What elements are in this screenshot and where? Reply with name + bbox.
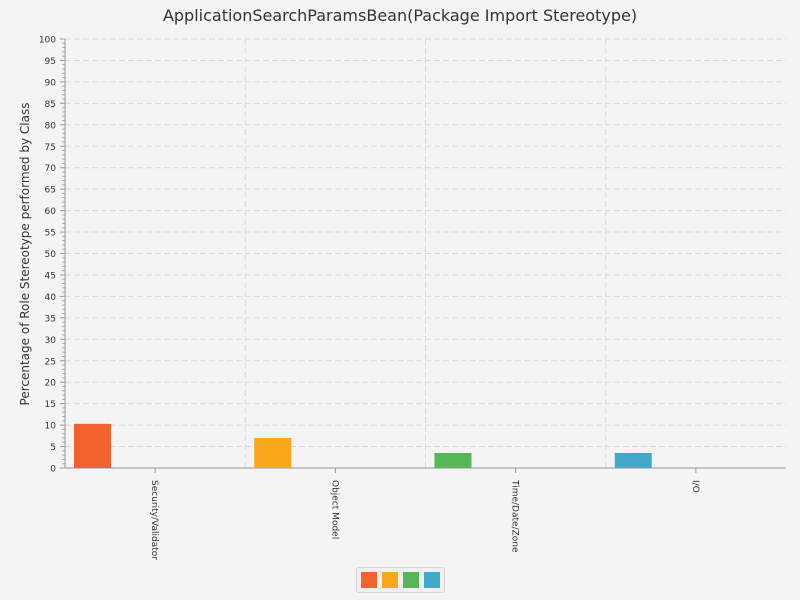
grid-lines [65,38,786,468]
y-tick-label: 80 [45,121,57,131]
bar [434,452,472,468]
y-tick-label: 100 [39,36,56,46]
legend-swatch [382,572,398,588]
bar [614,452,652,468]
y-tick-label: 15 [45,400,56,410]
y-tick-label: 35 [45,314,56,324]
y-tick-label: 90 [45,78,57,88]
y-tick-label: 50 [45,250,57,260]
x-tick-label: Security/Validator [149,480,159,560]
y-tick-label: 25 [45,357,56,367]
legend-swatch [361,572,377,588]
x-tick-label: Object Model [329,480,339,539]
y-tick-label: 20 [45,379,57,389]
tick-labels: 0 5 10 15 20 25 30 35 40 45 50 55 60 65 70 75 80 85 90 95 10… [39,36,700,561]
x-tick-label: I/O [690,480,700,493]
y-tick-label: 60 [45,207,57,217]
y-tick-label: 55 [45,229,56,239]
y-tick-label: 0 [50,465,56,475]
legend-swatch [424,572,440,588]
chart-title: ApplicationSearchParamsBean(Package Impo… [162,6,638,25]
y-tick-label: 40 [45,293,57,303]
legend-swatch [403,572,419,588]
legend [356,567,445,593]
y-axis-label: Percentage of Role Stereotype performed … [18,103,32,406]
y-tick-label: 95 [45,57,56,67]
y-tick-label: 45 [45,271,56,281]
y-tick-label: 75 [45,143,56,153]
y-tick-label: 85 [45,100,56,110]
y-tick-label: 30 [45,336,57,346]
y-tick-label: 5 [50,443,56,453]
y-tick-label: 70 [45,164,57,174]
axes [60,38,786,473]
bars [74,423,652,468]
y-tick-label: 65 [45,186,56,196]
bar [254,437,292,468]
y-tick-label: 10 [45,422,57,432]
x-tick-label: Time/Date/Zone [510,479,520,553]
bar [74,423,111,468]
